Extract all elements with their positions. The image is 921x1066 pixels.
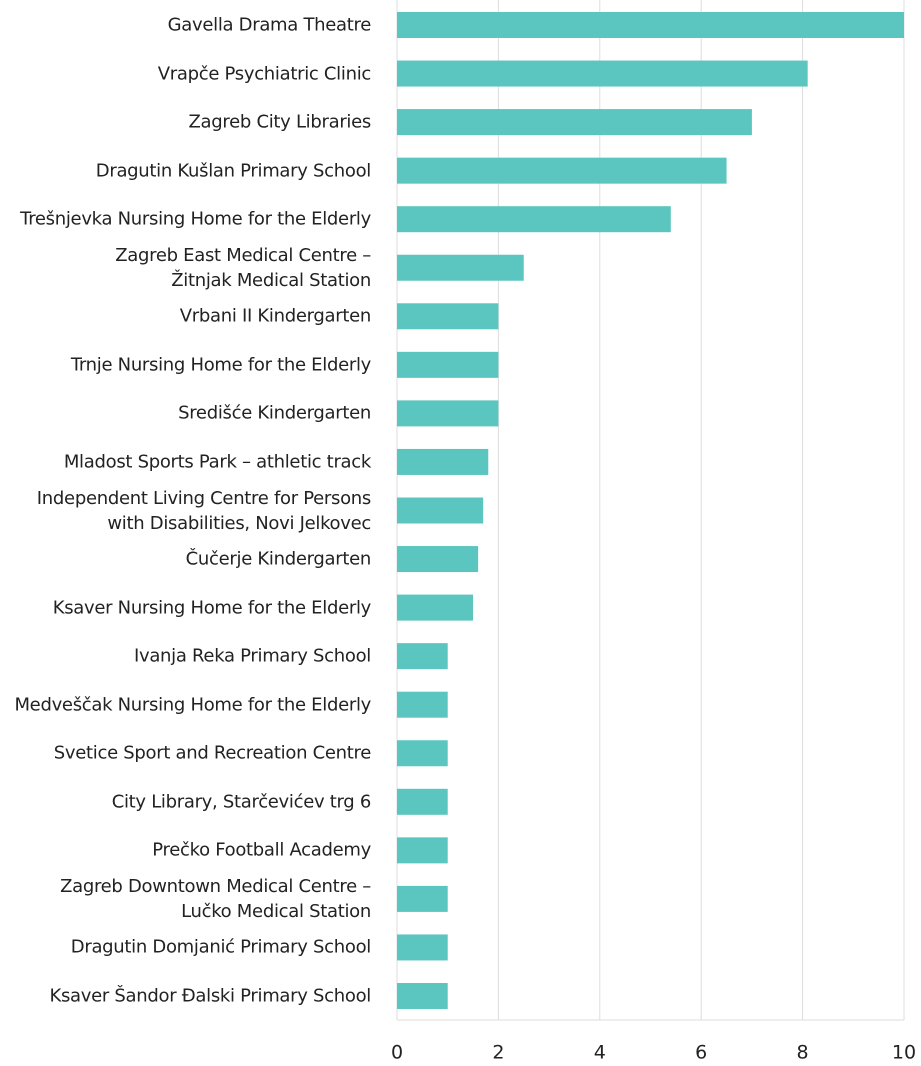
bar	[397, 691, 448, 718]
bar	[397, 254, 524, 281]
bar	[397, 497, 484, 524]
y-tick-label: Medveščak Nursing Home for the Elderly	[14, 694, 371, 716]
y-tick-label: Čučerje Kindergarten	[185, 548, 372, 570]
bar	[397, 351, 499, 378]
y-tick-label: Zagreb Downtown Medical Centre – Lučko M…	[60, 875, 371, 922]
bar	[397, 983, 448, 1009]
bar	[397, 885, 448, 912]
y-tick-label: Prečko Football Academy	[152, 839, 371, 861]
bar	[397, 157, 727, 184]
x-tick-label: 8	[797, 1042, 809, 1064]
bar	[397, 837, 448, 864]
bar	[397, 206, 671, 233]
bar	[397, 594, 474, 621]
y-tick-label: Središće Kindergarten	[178, 402, 371, 424]
bar	[397, 546, 479, 573]
bar	[397, 740, 448, 767]
y-tick-label: Independent Living Centre for Persons wi…	[36, 487, 372, 534]
y-tick-label: Gavella Drama Theatre	[167, 14, 372, 36]
bar	[397, 643, 448, 670]
y-tick-label: Vrapče Psychiatric Clinic	[157, 63, 372, 85]
bar	[397, 934, 448, 961]
y-tick-label: Zagreb City Libraries	[188, 111, 372, 133]
y-tick-label: Trešnjevka Nursing Home for the Elderly	[20, 208, 371, 230]
x-tick-label: 4	[594, 1042, 606, 1064]
y-tick-label: Zagreb East Medical Centre – Žitnjak Med…	[115, 244, 371, 291]
y-tick-label: Svetice Sport and Recreation Centre	[53, 742, 372, 764]
y-tick-label: Ivanja Reka Primary School	[133, 645, 371, 667]
bar	[397, 303, 499, 330]
y-tick-label: Dragutin Domjanić Primary School	[70, 936, 372, 958]
bar	[397, 400, 499, 427]
bar	[397, 448, 489, 475]
bar	[397, 109, 752, 136]
y-tick-label: City Library, Starčevićev trg 6	[111, 791, 372, 813]
y-tick-label: Vrbani II Kindergarten	[179, 305, 372, 327]
x-tick-label: 6	[695, 1042, 707, 1064]
x-tick-label: 10	[892, 1042, 916, 1064]
y-tick-label: Ksaver Šandor Đalski Primary School	[49, 985, 371, 1007]
y-tick-label: Mladost Sports Park – athletic track	[63, 451, 371, 473]
y-tick-label: Dragutin Kušlan Primary School	[95, 160, 372, 182]
y-tick-label: Trnje Nursing Home for the Elderly	[70, 354, 371, 376]
y-tick-label: Ksaver Nursing Home for the Elderly	[52, 597, 372, 619]
x-tick-label: 0	[391, 1042, 403, 1064]
bar	[397, 12, 904, 38]
x-tick-label: 2	[492, 1042, 504, 1064]
bar	[397, 788, 448, 815]
bar	[397, 60, 808, 87]
